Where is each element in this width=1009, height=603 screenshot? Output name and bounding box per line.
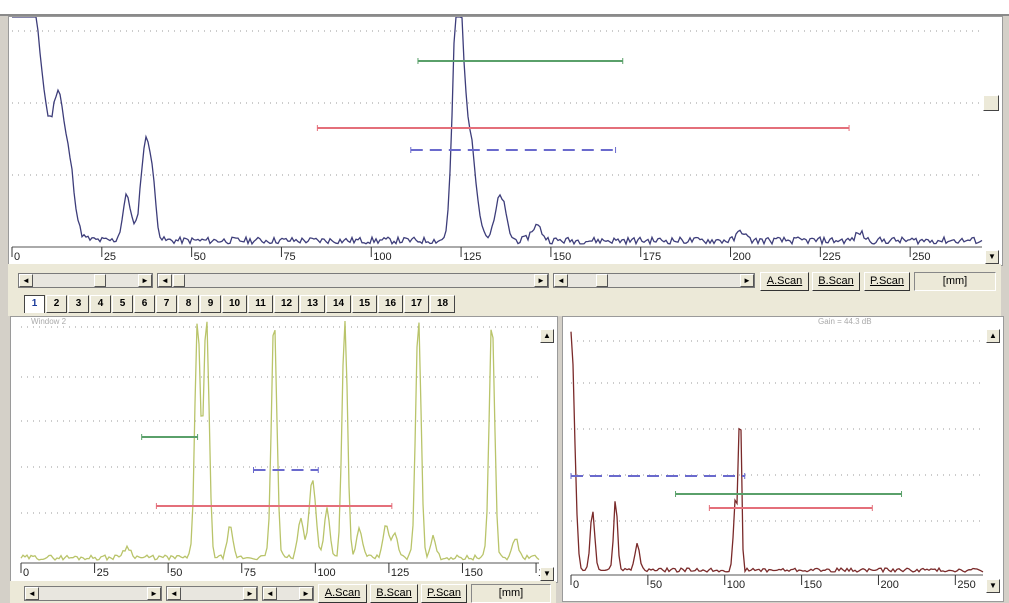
top-window-resize-handle[interactable] bbox=[983, 95, 999, 111]
x-tick-label: 75 bbox=[283, 251, 295, 263]
signal-trace bbox=[20, 320, 540, 562]
window-2-pscan-button[interactable]: P.Scan bbox=[421, 584, 467, 603]
x-tick-label: 100 bbox=[317, 567, 335, 579]
x-tick-label: 0 bbox=[23, 567, 29, 579]
gain-scrollbar[interactable]: ◄ ► bbox=[18, 273, 153, 288]
gain-window: Gain = 44.3 dB 0 50 100 150 200 250 ▲ ▼ bbox=[562, 316, 1004, 602]
window-2-gain-scrollbar[interactable]: ◄ ► bbox=[24, 586, 162, 601]
tab-5[interactable]: 5 bbox=[112, 295, 133, 313]
x-tick-label: 250 bbox=[912, 251, 930, 263]
window-2-range-scrollbar[interactable]: ◄ ► bbox=[166, 586, 258, 601]
delay-scrollbar[interactable]: ◄ ► bbox=[553, 273, 755, 288]
window-2-unit-display: [mm] bbox=[471, 584, 551, 603]
tab-12[interactable]: 12 bbox=[274, 295, 299, 313]
window-2-bscan-button[interactable]: B.Scan bbox=[370, 584, 418, 603]
arrow-right-icon[interactable]: ► bbox=[299, 587, 313, 600]
ascan-button[interactable]: A.Scan bbox=[760, 272, 809, 291]
tab-11[interactable]: 11 bbox=[248, 295, 273, 313]
window-2-delay-scrollbar[interactable]: ◄ ► bbox=[262, 586, 314, 601]
tab-14[interactable]: 14 bbox=[326, 295, 351, 313]
tab-16[interactable]: 16 bbox=[378, 295, 403, 313]
tab-6[interactable]: 6 bbox=[134, 295, 155, 313]
channel-tabs: 1 2 3 4 5 6 7 8 9 10 11 12 13 14 15 16 17 18 bbox=[24, 295, 504, 313]
window-2-ascan-button[interactable]: A.Scan bbox=[318, 584, 367, 603]
x-tick-label: 0 bbox=[14, 251, 20, 263]
x-tick-label: 75 bbox=[244, 567, 256, 579]
window-2-down-button[interactable]: ▼ bbox=[540, 567, 554, 581]
x-tick-label: 200 bbox=[733, 251, 751, 263]
x-tick-label: 150 bbox=[804, 579, 822, 591]
tab-15[interactable]: 15 bbox=[352, 295, 377, 313]
tab-3[interactable]: 3 bbox=[68, 295, 89, 313]
bscan-button[interactable]: B.Scan bbox=[812, 272, 860, 291]
x-tick-label: 250 bbox=[957, 579, 975, 591]
gain-window-up-button[interactable]: ▲ bbox=[986, 329, 1000, 343]
tab-9[interactable]: 9 bbox=[200, 295, 221, 313]
arrow-right-icon[interactable]: ► bbox=[740, 274, 754, 287]
arrow-left-icon[interactable]: ◄ bbox=[263, 587, 277, 600]
arrow-right-icon[interactable]: ► bbox=[534, 274, 548, 287]
x-tick-label: 100 bbox=[727, 579, 745, 591]
x-tick-label: 225 bbox=[822, 251, 840, 263]
arrow-right-icon[interactable]: ► bbox=[147, 587, 161, 600]
tab-17[interactable]: 17 bbox=[404, 295, 429, 313]
delay-scroll-thumb[interactable] bbox=[596, 274, 608, 287]
x-tick-label: 200 bbox=[880, 579, 898, 591]
gain-window-plot: 0 50 100 150 200 250 bbox=[570, 331, 984, 591]
tab-1[interactable]: 1 bbox=[24, 295, 45, 313]
arrow-left-icon[interactable]: ◄ bbox=[158, 274, 172, 287]
x-tick-label: 50 bbox=[194, 251, 206, 263]
range-scroll-thumb[interactable] bbox=[173, 274, 185, 287]
gain-window-down-button[interactable]: ▼ bbox=[986, 579, 1000, 593]
tab-8[interactable]: 8 bbox=[178, 295, 199, 313]
x-tick-label: 25 bbox=[97, 567, 109, 579]
tab-4[interactable]: 4 bbox=[90, 295, 111, 313]
x-tick-label: 150 bbox=[464, 567, 482, 579]
window-2-title: Window 2 bbox=[31, 317, 67, 326]
x-tick-label: 25 bbox=[104, 251, 116, 263]
tab-2[interactable]: 2 bbox=[46, 295, 67, 313]
x-tick-label: 100 bbox=[373, 251, 391, 263]
range-scrollbar[interactable]: ◄ ► bbox=[157, 273, 549, 288]
signal-trace bbox=[12, 17, 983, 247]
top-ascan-window: 0 25 50 75 100 125 150 175 200 225 250 ▼ bbox=[8, 16, 1003, 266]
tab-18[interactable]: 18 bbox=[430, 295, 455, 313]
pscan-button[interactable]: P.Scan bbox=[864, 272, 910, 291]
x-tick-label: 50 bbox=[170, 567, 182, 579]
x-tick-label: 0 bbox=[573, 579, 579, 591]
arrow-left-icon[interactable]: ◄ bbox=[167, 587, 181, 600]
top-ascan-plot: 0 25 50 75 100 125 150 175 200 225 250 bbox=[11, 17, 983, 263]
unit-display: [mm] bbox=[914, 272, 996, 291]
window-2-up-button[interactable]: ▲ bbox=[540, 329, 554, 343]
x-tick-label: 125 bbox=[391, 567, 409, 579]
tab-10[interactable]: 10 bbox=[222, 295, 247, 313]
arrow-left-icon[interactable]: ◄ bbox=[19, 274, 33, 287]
arrow-left-icon[interactable]: ◄ bbox=[25, 587, 39, 600]
window-2-control-strip: ◄ ► ◄ ► ◄ ► A.Scan B.Scan P.Scan [mm] bbox=[10, 581, 556, 603]
gain-window-title: Gain = 44.3 dB bbox=[818, 317, 872, 326]
top-window-down-button[interactable]: ▼ bbox=[985, 250, 999, 264]
x-tick-label: 125 bbox=[463, 251, 481, 263]
x-tick-label: 50 bbox=[650, 579, 662, 591]
arrow-right-icon[interactable]: ► bbox=[243, 587, 257, 600]
window-top-border bbox=[0, 0, 1009, 16]
arrow-left-icon[interactable]: ◄ bbox=[554, 274, 568, 287]
tab-7[interactable]: 7 bbox=[156, 295, 177, 313]
gain-scroll-thumb[interactable] bbox=[94, 274, 106, 287]
tab-13[interactable]: 13 bbox=[300, 295, 325, 313]
x-tick-label: 150 bbox=[553, 251, 571, 263]
signal-trace bbox=[570, 331, 984, 574]
x-tick-label: 175 bbox=[643, 251, 661, 263]
arrow-right-icon[interactable]: ► bbox=[138, 274, 152, 287]
